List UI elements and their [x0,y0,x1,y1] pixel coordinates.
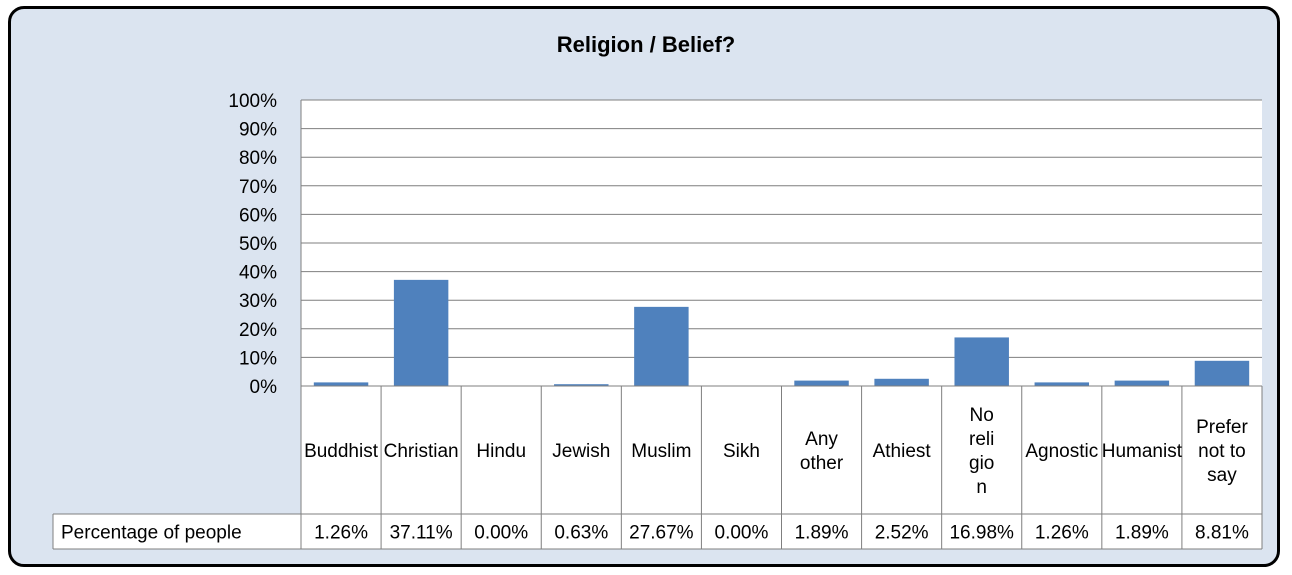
y-tick-label: 80% [239,148,277,169]
data-label: 8.81% [1195,523,1249,544]
bar [1194,360,1250,386]
x-tick-label: Sikh [723,441,760,462]
data-label: 27.67% [629,523,694,544]
data-label: 1.26% [314,523,368,544]
data-label: 0.00% [715,523,769,544]
x-tick-label: Hindu [476,441,526,462]
x-tick-label: Muslim [631,441,691,462]
x-tick-label: Any other [800,429,844,474]
bar [1034,382,1090,386]
bar [874,378,929,386]
y-tick-label: 40% [239,263,277,284]
data-label: 1.26% [1035,523,1089,544]
data-label: 0.63% [554,523,608,544]
chart-title: Religion / Belief? [556,32,736,57]
y-tick-label: 30% [239,291,277,312]
y-tick-label: 10% [239,348,277,369]
bar [634,306,689,386]
data-label: 2.52% [875,523,929,544]
series-name: Percentage of people [61,523,242,544]
x-tick-label: Prefer not to say [1196,417,1248,486]
x-tick-label: Athiest [873,441,932,462]
bar [393,279,449,386]
y-tick-label: 50% [239,234,277,255]
bar [1114,380,1170,386]
y-tick-label: 90% [239,120,277,141]
x-tick-label: No reli gio n [969,405,994,498]
bar [313,382,369,386]
data-label: 1.89% [1115,523,1169,544]
y-tick-label: 70% [239,177,277,198]
data-label: 1.89% [795,523,849,544]
y-tick-label: 20% [239,320,277,341]
data-label: 0.00% [474,523,528,544]
value-row [53,514,1262,549]
data-label: 16.98% [949,523,1014,544]
data-label: 37.11% [390,523,453,544]
bar [794,380,849,386]
bar [554,384,609,386]
bar [954,337,1009,386]
x-tick-label: Humanist [1102,441,1183,462]
y-tick-label: 0% [250,377,278,398]
y-tick-label: 60% [239,205,277,226]
x-tick-label: Buddhist [304,441,379,462]
x-tick-label: Jewish [552,441,610,462]
x-tick-label: Agnostic [1025,441,1098,462]
x-tick-label: Christian [384,441,459,462]
y-tick-label: 100% [228,91,277,112]
